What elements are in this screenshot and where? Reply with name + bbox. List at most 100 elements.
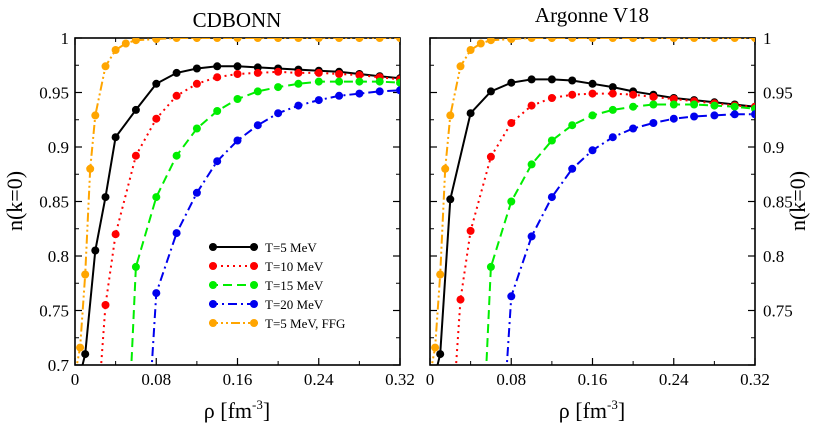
data-point-argonne (527, 38, 536, 42)
data-point-cdbonn (101, 62, 110, 71)
data-point-cdbonn (172, 151, 181, 160)
data-point-argonne (649, 38, 658, 42)
data-point-cdbonn (233, 70, 242, 78)
data-point-argonne (547, 75, 556, 84)
data-point-argonne (507, 119, 516, 127)
y-tick-label-cdbonn: 0.95 (39, 84, 69, 103)
data-point-cdbonn (76, 343, 85, 352)
data-point-cdbonn (396, 78, 400, 87)
data-point-cdbonn (86, 164, 95, 173)
data-point-argonne (527, 160, 536, 169)
data-point-cdbonn (213, 73, 222, 82)
data-point-argonne (669, 95, 678, 103)
data-point-cdbonn (396, 86, 400, 95)
data-point-argonne (446, 111, 455, 120)
x-tick-label-argonne: 0 (426, 370, 435, 389)
data-point-argonne (629, 102, 638, 111)
data-point-argonne (588, 146, 597, 155)
data-point-cdbonn (101, 301, 110, 309)
data-point-argonne (507, 292, 516, 301)
series-line-cdbonn-2 (130, 80, 400, 365)
data-point-cdbonn (274, 38, 283, 42)
series-group-cdbonn (75, 38, 400, 365)
data-point-cdbonn (314, 68, 323, 77)
data-point-cdbonn (375, 87, 384, 96)
data-point-cdbonn (294, 38, 303, 42)
x-tick-label-argonne: 0.16 (578, 370, 608, 389)
data-point-cdbonn (233, 136, 242, 145)
data-point-argonne (441, 164, 450, 173)
data-point-cdbonn (253, 63, 262, 72)
data-point-argonne (466, 46, 475, 54)
data-point-cdbonn (192, 79, 201, 88)
data-point-cdbonn (335, 70, 344, 78)
data-point-argonne (710, 111, 719, 120)
y-tick-label-argonne: 0.75 (763, 302, 793, 321)
data-point-cdbonn (152, 289, 161, 298)
y-tick-label-cdbonn: 0.9 (48, 138, 69, 157)
data-point-argonne (690, 112, 699, 121)
data-point-argonne (547, 38, 556, 42)
data-point-argonne (730, 38, 739, 42)
data-point-cdbonn (111, 133, 120, 142)
data-point-cdbonn (131, 105, 140, 114)
data-point-cdbonn (375, 77, 384, 86)
data-point-cdbonn (213, 62, 222, 71)
data-point-argonne (710, 101, 719, 110)
data-point-argonne (588, 38, 597, 42)
x-axis-label-right: ρ [fm-3] (559, 397, 625, 423)
data-point-argonne (547, 94, 556, 102)
data-point-cdbonn (81, 270, 90, 279)
data-point-argonne (547, 136, 556, 145)
data-point-argonne (486, 262, 495, 271)
data-point-cdbonn (314, 96, 323, 105)
legend-marker-3 (250, 300, 258, 308)
data-point-cdbonn (253, 38, 262, 42)
y-tick-label-argonne: 1 (763, 29, 772, 48)
data-point-argonne (527, 101, 536, 110)
data-point-cdbonn (192, 188, 201, 197)
data-point-argonne (527, 75, 536, 84)
x-tick-label-cdbonn: 0.16 (223, 370, 253, 389)
legend-label-4: T=5 MeV, FFG (265, 316, 345, 331)
data-point-argonne (588, 111, 597, 120)
data-point-argonne (710, 38, 719, 42)
data-point-argonne (608, 38, 617, 42)
data-point-argonne (547, 193, 556, 202)
data-point-argonne (690, 100, 699, 109)
panel-argonne: 0 0.08 0.16 0.24 0.32 0.75 0.8 0.85 0.9 0.95 1 (426, 29, 793, 389)
panel-cdbonn: 0 0.08 0.16 0.24 0.32 0.7 0.75 0.8 0.85 0.9 0.95 1 (39, 29, 415, 389)
data-point-cdbonn (152, 193, 161, 202)
data-point-cdbonn (172, 229, 181, 238)
data-point-argonne (588, 79, 597, 88)
data-point-cdbonn (314, 38, 323, 42)
data-point-cdbonn (192, 64, 201, 73)
data-point-argonne (629, 124, 638, 133)
data-point-argonne (456, 62, 465, 71)
legend-marker-1 (250, 262, 258, 270)
data-point-cdbonn (274, 67, 283, 76)
data-point-argonne (608, 133, 617, 142)
x-tick-label-argonne: 0.32 (740, 370, 770, 389)
data-point-cdbonn (294, 79, 303, 88)
data-point-argonne (568, 121, 577, 130)
series-line-argonne-3 (505, 113, 755, 365)
data-point-argonne (507, 38, 516, 44)
data-point-argonne (431, 343, 440, 352)
y-tick-label-argonne: 0.8 (763, 247, 784, 266)
data-point-cdbonn (375, 38, 384, 42)
data-point-cdbonn (81, 350, 90, 359)
data-point-cdbonn (172, 38, 181, 42)
data-point-argonne (669, 114, 678, 123)
data-point-cdbonn (101, 193, 110, 202)
series-line-cdbonn-4 (75, 38, 400, 365)
data-point-cdbonn (91, 111, 100, 120)
data-point-argonne (751, 110, 755, 119)
y-tick-label-cdbonn: 0.7 (48, 356, 70, 375)
data-point-argonne (730, 102, 739, 111)
data-point-argonne (486, 87, 495, 96)
data-point-argonne (466, 226, 475, 235)
legend-marker-2 (209, 281, 217, 289)
data-point-cdbonn (131, 151, 140, 160)
